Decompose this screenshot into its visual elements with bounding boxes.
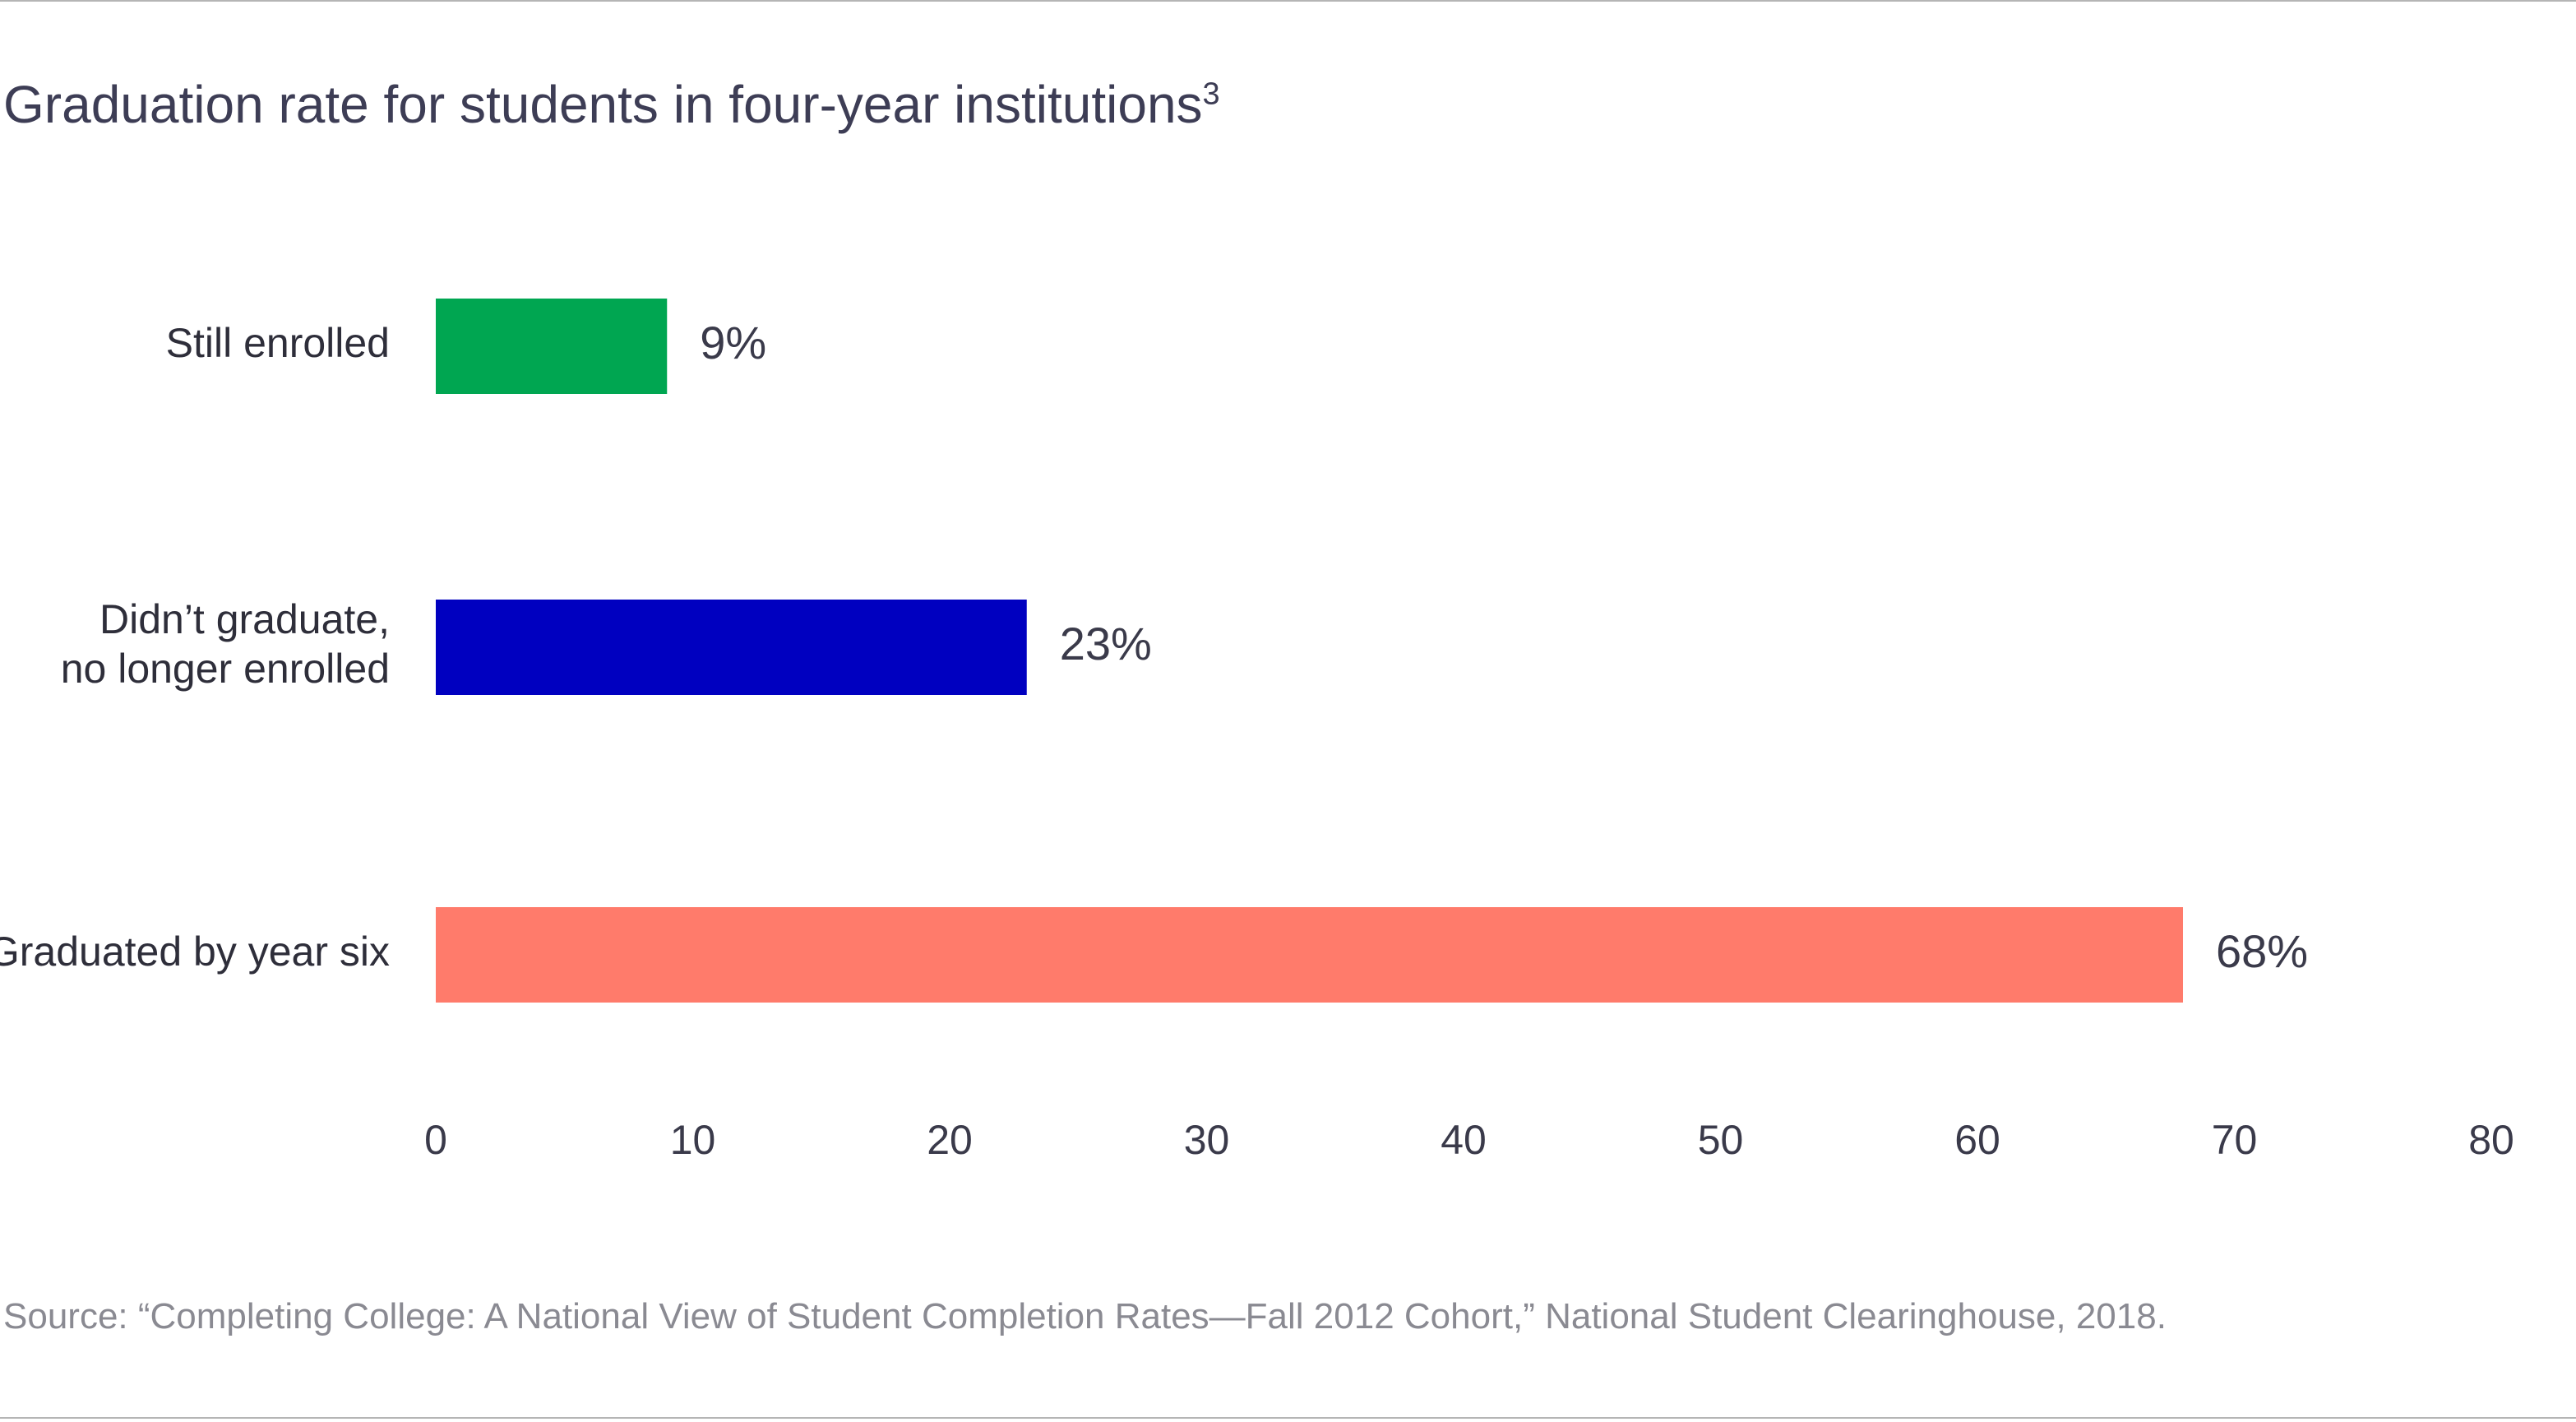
x-tick-40: 40	[1441, 1117, 1487, 1163]
value-label-3: 68%	[2216, 925, 2308, 977]
category-label-1: Still enrolled	[166, 320, 390, 366]
bar-1	[436, 299, 668, 394]
x-tick-50: 50	[1698, 1117, 1744, 1163]
category-labels: Still enrolled Didn’t graduate,no longer …	[0, 320, 390, 975]
x-tick-10: 10	[670, 1117, 716, 1163]
category-label-3: Graduated by year six	[0, 929, 390, 975]
value-label-1: 9%	[700, 317, 766, 368]
category-label-2-line-1: Didn’t graduate,	[99, 596, 390, 642]
chart-title: Graduation rate for students in four-yea…	[3, 76, 1220, 133]
source-note: Source: “Completing College: A National …	[3, 1296, 2167, 1336]
value-label-2: 23%	[1060, 618, 1152, 669]
x-tick-30: 30	[1184, 1117, 1230, 1163]
x-tick-70: 70	[2212, 1117, 2258, 1163]
x-axis-ticks: 0 10 20 30 40 50 60 70 80	[424, 1117, 2514, 1163]
chart-title-text: Graduation rate for students in four-yea…	[3, 75, 1203, 134]
title-footnote: 3	[1202, 76, 1220, 112]
x-tick-60: 60	[1954, 1117, 2000, 1163]
x-tick-20: 20	[927, 1117, 973, 1163]
bar-2	[436, 600, 1027, 695]
value-labels: 9% 23% 68%	[700, 317, 2308, 977]
x-tick-80: 80	[2468, 1117, 2514, 1163]
top-rule	[0, 0, 2576, 2]
category-label-2-line-2: no longer enrolled	[61, 646, 390, 692]
bars-group	[436, 299, 2183, 1003]
bar-3	[436, 907, 2183, 1003]
x-tick-0: 0	[424, 1117, 447, 1163]
bottom-rule	[0, 1417, 2576, 1419]
